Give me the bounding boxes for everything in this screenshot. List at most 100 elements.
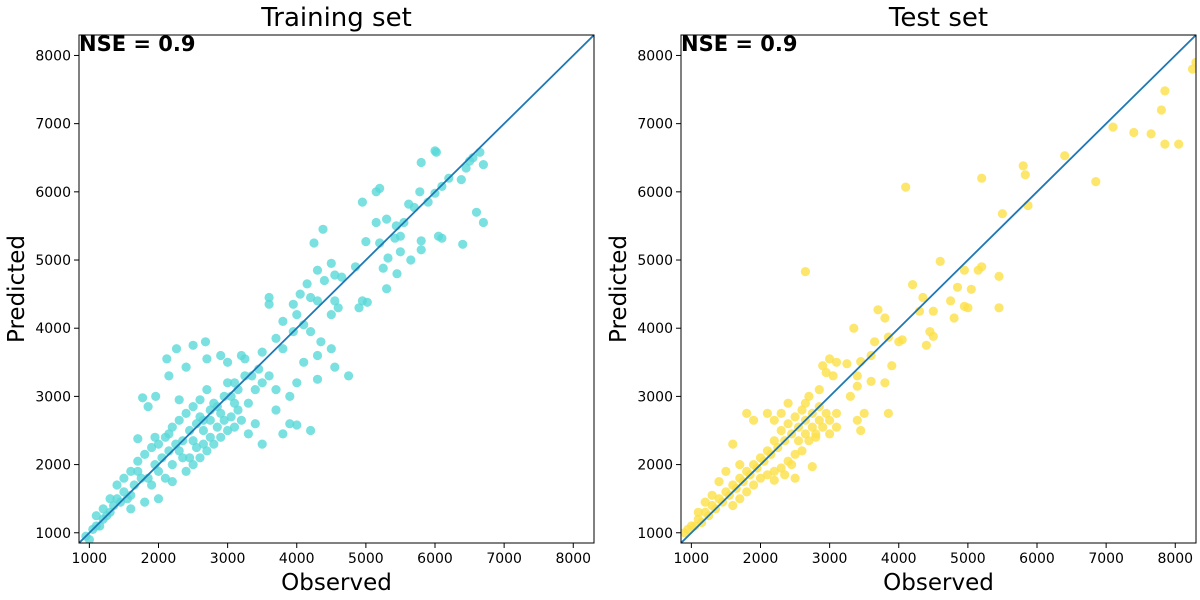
data-point	[776, 425, 786, 436]
training-set-panel: 1000 2000 3000 4000 5000 6000 7000 8000 1000 2000…	[4, 3, 595, 596]
data-point	[257, 347, 267, 357]
data-point	[167, 460, 177, 470]
data-point	[866, 376, 876, 386]
y-tick-label: 1000	[35, 526, 71, 542]
data-point	[160, 432, 170, 442]
y-tick-label: 7000	[35, 117, 71, 133]
y-tick-label: 4000	[35, 321, 71, 337]
data-point	[250, 385, 260, 395]
data-point	[790, 449, 800, 459]
data-point	[151, 391, 161, 401]
data-point	[852, 381, 862, 391]
x-tick-label: 6000	[417, 551, 453, 567]
data-point	[257, 378, 267, 388]
data-point	[390, 233, 400, 243]
data-point	[330, 362, 340, 372]
data-point	[312, 296, 323, 306]
data-point	[949, 313, 959, 323]
data-point	[714, 477, 724, 487]
x-tick-label: 3000	[210, 551, 246, 567]
data-point	[769, 466, 779, 476]
data-point	[946, 296, 956, 306]
x-axis-label: Observed	[883, 570, 994, 596]
data-point	[952, 282, 963, 292]
data-point	[1060, 151, 1070, 161]
data-point	[800, 267, 811, 277]
data-point	[825, 415, 835, 425]
data-point	[997, 209, 1008, 219]
data-point	[849, 323, 859, 333]
data-point	[1108, 122, 1118, 132]
data-point	[959, 265, 970, 275]
data-point	[278, 429, 288, 439]
data-point	[818, 361, 828, 371]
x-tick-label: 5000	[950, 551, 986, 567]
data-points	[681, 57, 1196, 538]
data-point	[456, 175, 466, 185]
data-point	[804, 391, 814, 401]
data-point	[153, 466, 164, 476]
data-point	[216, 350, 226, 361]
data-point	[278, 316, 288, 326]
chart-title: Training set	[260, 3, 412, 33]
data-point	[119, 473, 129, 483]
data-point	[133, 466, 143, 476]
data-point	[200, 337, 211, 347]
data-point	[316, 337, 326, 347]
data-point	[378, 263, 388, 273]
x-tick-label: 1000	[674, 551, 710, 567]
data-point	[216, 432, 226, 442]
data-point	[330, 296, 340, 306]
x-tick-label: 8000	[555, 551, 591, 567]
data-point	[883, 332, 894, 342]
data-point	[762, 470, 773, 480]
data-point	[821, 408, 831, 418]
nse-annotation: NSE = 0.9	[681, 32, 797, 56]
data-point	[395, 247, 405, 257]
data-point	[800, 398, 811, 408]
data-point	[302, 279, 312, 289]
data-point	[707, 490, 717, 500]
y-tick-label: 6000	[637, 185, 673, 201]
data-point	[185, 453, 195, 463]
data-point	[181, 466, 191, 476]
data-point	[856, 425, 866, 436]
data-point	[1156, 105, 1166, 115]
data-point	[299, 357, 309, 367]
data-point	[357, 197, 367, 207]
data-point	[243, 398, 253, 408]
data-point	[700, 497, 710, 507]
data-point	[721, 466, 731, 476]
data-point	[918, 292, 928, 303]
data-point	[382, 214, 392, 224]
data-point	[91, 511, 101, 521]
test-set-panel: 1000 2000 3000 4000 5000 6000 7000 8000 1000 2000…	[606, 3, 1197, 596]
data-point	[271, 333, 281, 343]
data-point	[264, 299, 274, 309]
data-point	[147, 480, 157, 490]
data-point	[471, 207, 482, 217]
data-point	[735, 494, 745, 504]
data-point	[769, 436, 779, 446]
data-point	[409, 202, 419, 213]
y-axis-label: Predicted	[606, 235, 632, 343]
data-point	[198, 439, 208, 449]
data-point	[312, 374, 323, 384]
data-point	[337, 272, 347, 282]
data-point	[202, 385, 212, 395]
nse-annotation: NSE = 0.9	[79, 32, 195, 56]
data-point	[174, 446, 184, 456]
data-point	[755, 473, 766, 483]
data-point	[174, 415, 184, 425]
data-point	[333, 303, 343, 313]
data-point	[271, 405, 281, 415]
y-tick-label: 5000	[35, 253, 71, 269]
y-tick-label: 5000	[637, 253, 673, 269]
data-point	[901, 182, 911, 192]
data-point	[683, 524, 693, 535]
data-point	[406, 255, 416, 265]
data-point	[977, 173, 987, 183]
data-point	[212, 422, 222, 432]
data-point	[223, 425, 233, 436]
